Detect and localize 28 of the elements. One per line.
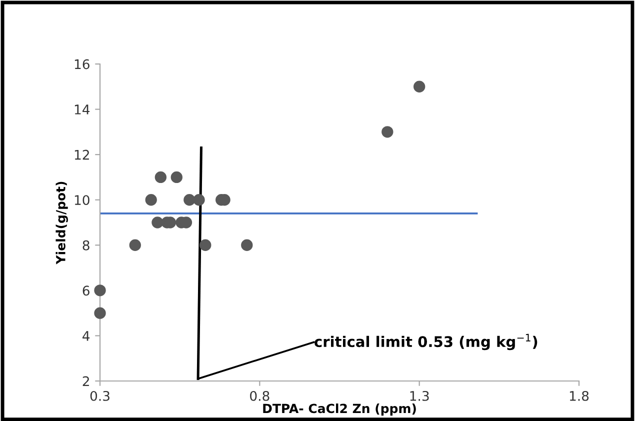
point bbox=[184, 194, 196, 206]
y-tick-label: 8 bbox=[82, 240, 90, 250]
point bbox=[129, 239, 141, 251]
point bbox=[154, 171, 167, 184]
point bbox=[145, 194, 157, 206]
y-tick-label: 14 bbox=[74, 104, 90, 114]
x-tick-label: 0.8 bbox=[250, 390, 270, 401]
y-tick-label: 10 bbox=[74, 195, 90, 206]
point bbox=[94, 284, 106, 296]
y-tick-label: 6 bbox=[82, 286, 90, 296]
x-tick-label: 0.3 bbox=[90, 390, 110, 401]
point bbox=[241, 239, 253, 251]
y-axis-title: Yield(g/pot) bbox=[56, 182, 68, 264]
point bbox=[193, 194, 205, 206]
point bbox=[94, 307, 106, 319]
x-axis-title: DTPA- CaCl2 Zn (ppm) bbox=[263, 403, 416, 416]
x-tick-label: 1.8 bbox=[570, 390, 589, 401]
y-tick-label: 16 bbox=[74, 59, 90, 70]
y-tick-label: 2 bbox=[82, 376, 89, 386]
y-tick-label: 4 bbox=[82, 331, 90, 341]
point bbox=[200, 239, 212, 251]
point bbox=[152, 216, 164, 228]
x-tick-label: 1.3 bbox=[410, 390, 429, 401]
annotation: critical limit 0.53 (mg kg$^{−1}$) bbox=[314, 334, 538, 350]
point bbox=[170, 171, 182, 184]
y-tick-label: 12 bbox=[74, 150, 89, 160]
point bbox=[413, 80, 426, 92]
point bbox=[382, 126, 394, 138]
